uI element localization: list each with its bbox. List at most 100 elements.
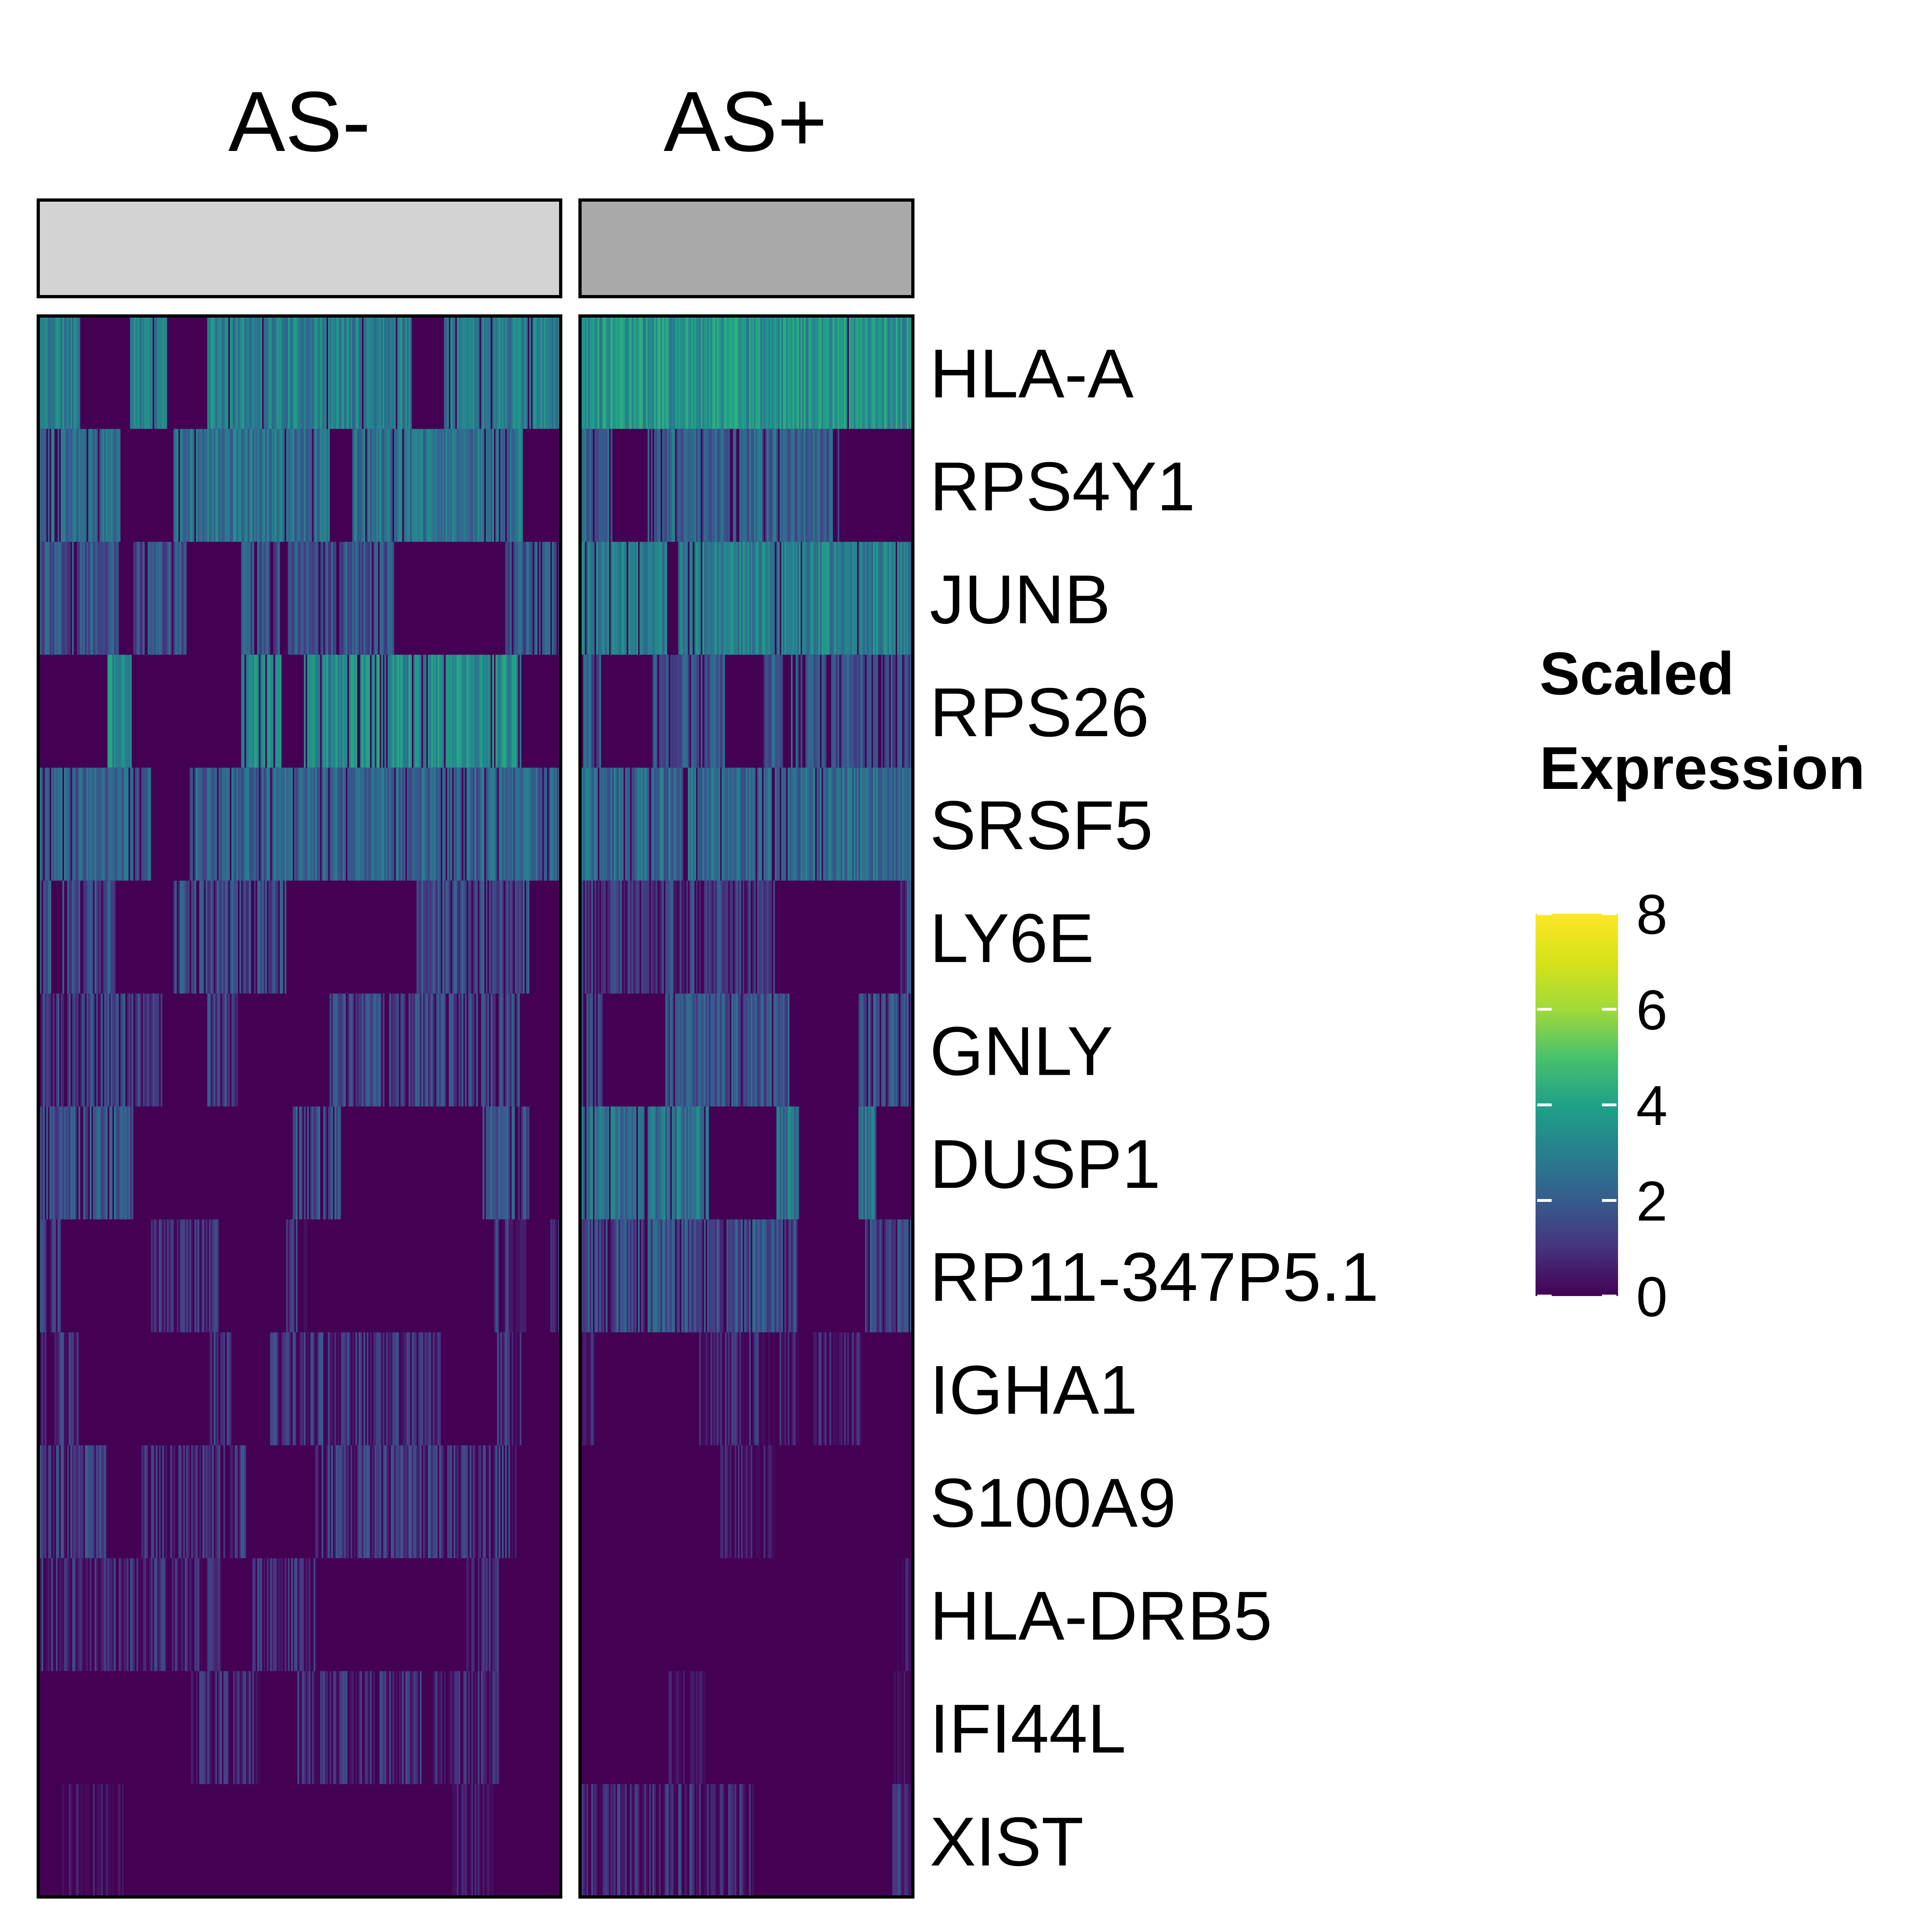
heatmap-cell xyxy=(41,1106,43,1220)
heatmap-cell xyxy=(907,1219,909,1333)
heatmap-cell xyxy=(599,1219,601,1333)
heatmap-cell xyxy=(723,768,725,881)
heatmap-cell xyxy=(649,542,651,655)
heatmap-cell xyxy=(341,654,343,768)
heatmap-cell xyxy=(707,316,709,429)
heatmap-cell xyxy=(545,768,547,881)
heatmap-cell xyxy=(309,768,311,881)
heatmap-cell xyxy=(154,993,156,1107)
heatmap-cell xyxy=(212,993,214,1107)
heatmap-cell xyxy=(585,768,587,881)
heatmap-cell xyxy=(886,1219,888,1333)
heatmap-cell xyxy=(541,768,543,881)
heatmap-cell xyxy=(455,993,457,1107)
heatmap-cell xyxy=(842,542,844,655)
heatmap-cell xyxy=(438,1332,440,1446)
heatmap-cell xyxy=(70,880,72,994)
heatmap-cell xyxy=(328,316,330,429)
heatmap-cell xyxy=(236,1445,238,1558)
heatmap-cell xyxy=(297,316,299,429)
heatmap-cell xyxy=(500,316,502,429)
heatmap-cell xyxy=(103,1106,105,1220)
heatmap-cell xyxy=(230,316,232,429)
heatmap-cell xyxy=(69,993,71,1107)
heatmap-cell xyxy=(99,1106,101,1220)
heatmap-cell xyxy=(144,1445,147,1558)
heatmap-cell xyxy=(755,542,758,655)
heatmap-cell xyxy=(752,768,754,881)
heatmap-cell xyxy=(863,542,865,655)
heatmap-cell xyxy=(604,429,606,542)
heatmap-cell xyxy=(762,1219,764,1333)
heatmap-cell xyxy=(399,768,401,881)
heatmap-cell xyxy=(343,542,345,655)
heatmap-cell xyxy=(322,654,324,768)
heatmap-cell xyxy=(651,768,653,881)
heatmap-cell xyxy=(789,1219,791,1333)
heatmap-cell xyxy=(109,1106,111,1220)
heatmap-cell xyxy=(164,542,166,655)
heatmap-cell xyxy=(478,1784,480,1897)
heatmap-cell xyxy=(850,316,852,429)
heatmap-cell xyxy=(96,429,98,542)
heatmap-cell xyxy=(40,542,42,655)
heatmap-cell xyxy=(254,316,256,429)
heatmap-cell xyxy=(752,1784,754,1897)
heatmap-cell xyxy=(696,1219,698,1333)
heatmap-cell xyxy=(196,768,198,881)
heatmap-cell xyxy=(725,316,727,429)
heatmap-cell xyxy=(244,316,246,429)
heatmap-cell xyxy=(41,993,43,1107)
heatmap-cell xyxy=(495,1445,497,1558)
heatmap-cell xyxy=(709,654,711,768)
heatmap-cell xyxy=(61,768,63,881)
heatmap-cell xyxy=(64,542,66,655)
heatmap-cell xyxy=(241,1445,243,1558)
heatmap-cell xyxy=(619,1106,621,1220)
heatmap-cell xyxy=(701,1219,703,1333)
heatmap-cell xyxy=(111,1558,113,1672)
heatmap-cell xyxy=(149,993,151,1107)
heatmap-cell xyxy=(718,880,720,994)
heatmap-cell xyxy=(190,1219,192,1333)
heatmap-cell xyxy=(372,1445,374,1558)
heatmap-cell xyxy=(762,1332,764,1446)
heatmap-cell xyxy=(368,429,370,542)
heatmap-cell xyxy=(788,768,790,881)
heatmap-cell xyxy=(723,316,725,429)
heatmap-cell xyxy=(594,993,597,1107)
heatmap-cell xyxy=(302,316,304,429)
heatmap-cell xyxy=(499,1445,501,1558)
heatmap-cell xyxy=(450,654,452,768)
heatmap-cell xyxy=(367,316,369,429)
heatmap-cell xyxy=(852,654,854,768)
heatmap-cell xyxy=(855,1332,857,1446)
heatmap-cell xyxy=(143,768,145,881)
heatmap-cell xyxy=(817,768,819,881)
heatmap-cell xyxy=(404,993,406,1107)
heatmap-cell xyxy=(536,542,538,655)
heatmap-cell xyxy=(664,316,666,429)
heatmap-cell xyxy=(101,542,103,655)
heatmap-cell xyxy=(82,1784,84,1897)
heatmap-cell xyxy=(499,768,501,881)
heatmap-cell xyxy=(59,1219,61,1333)
heatmap-cell xyxy=(91,429,93,542)
heatmap-cell xyxy=(717,316,719,429)
heatmap-cell xyxy=(301,1332,303,1446)
heatmap-cell xyxy=(466,654,469,768)
heatmap-cell xyxy=(90,429,92,542)
heatmap-cell xyxy=(272,316,274,429)
heatmap-cell xyxy=(446,429,448,542)
heatmap-cell xyxy=(741,768,743,881)
heatmap-cell xyxy=(128,654,130,768)
heatmap-cell xyxy=(812,316,814,429)
heatmap-cell xyxy=(99,880,101,994)
heatmap-cell xyxy=(275,1558,277,1672)
heatmap-cell xyxy=(239,1445,242,1558)
heatmap-cell xyxy=(725,542,727,655)
heatmap-cell xyxy=(625,1106,627,1220)
heatmap-cell xyxy=(93,1106,95,1220)
heatmap-cell xyxy=(662,429,664,542)
heatmap-cell xyxy=(739,1784,741,1897)
